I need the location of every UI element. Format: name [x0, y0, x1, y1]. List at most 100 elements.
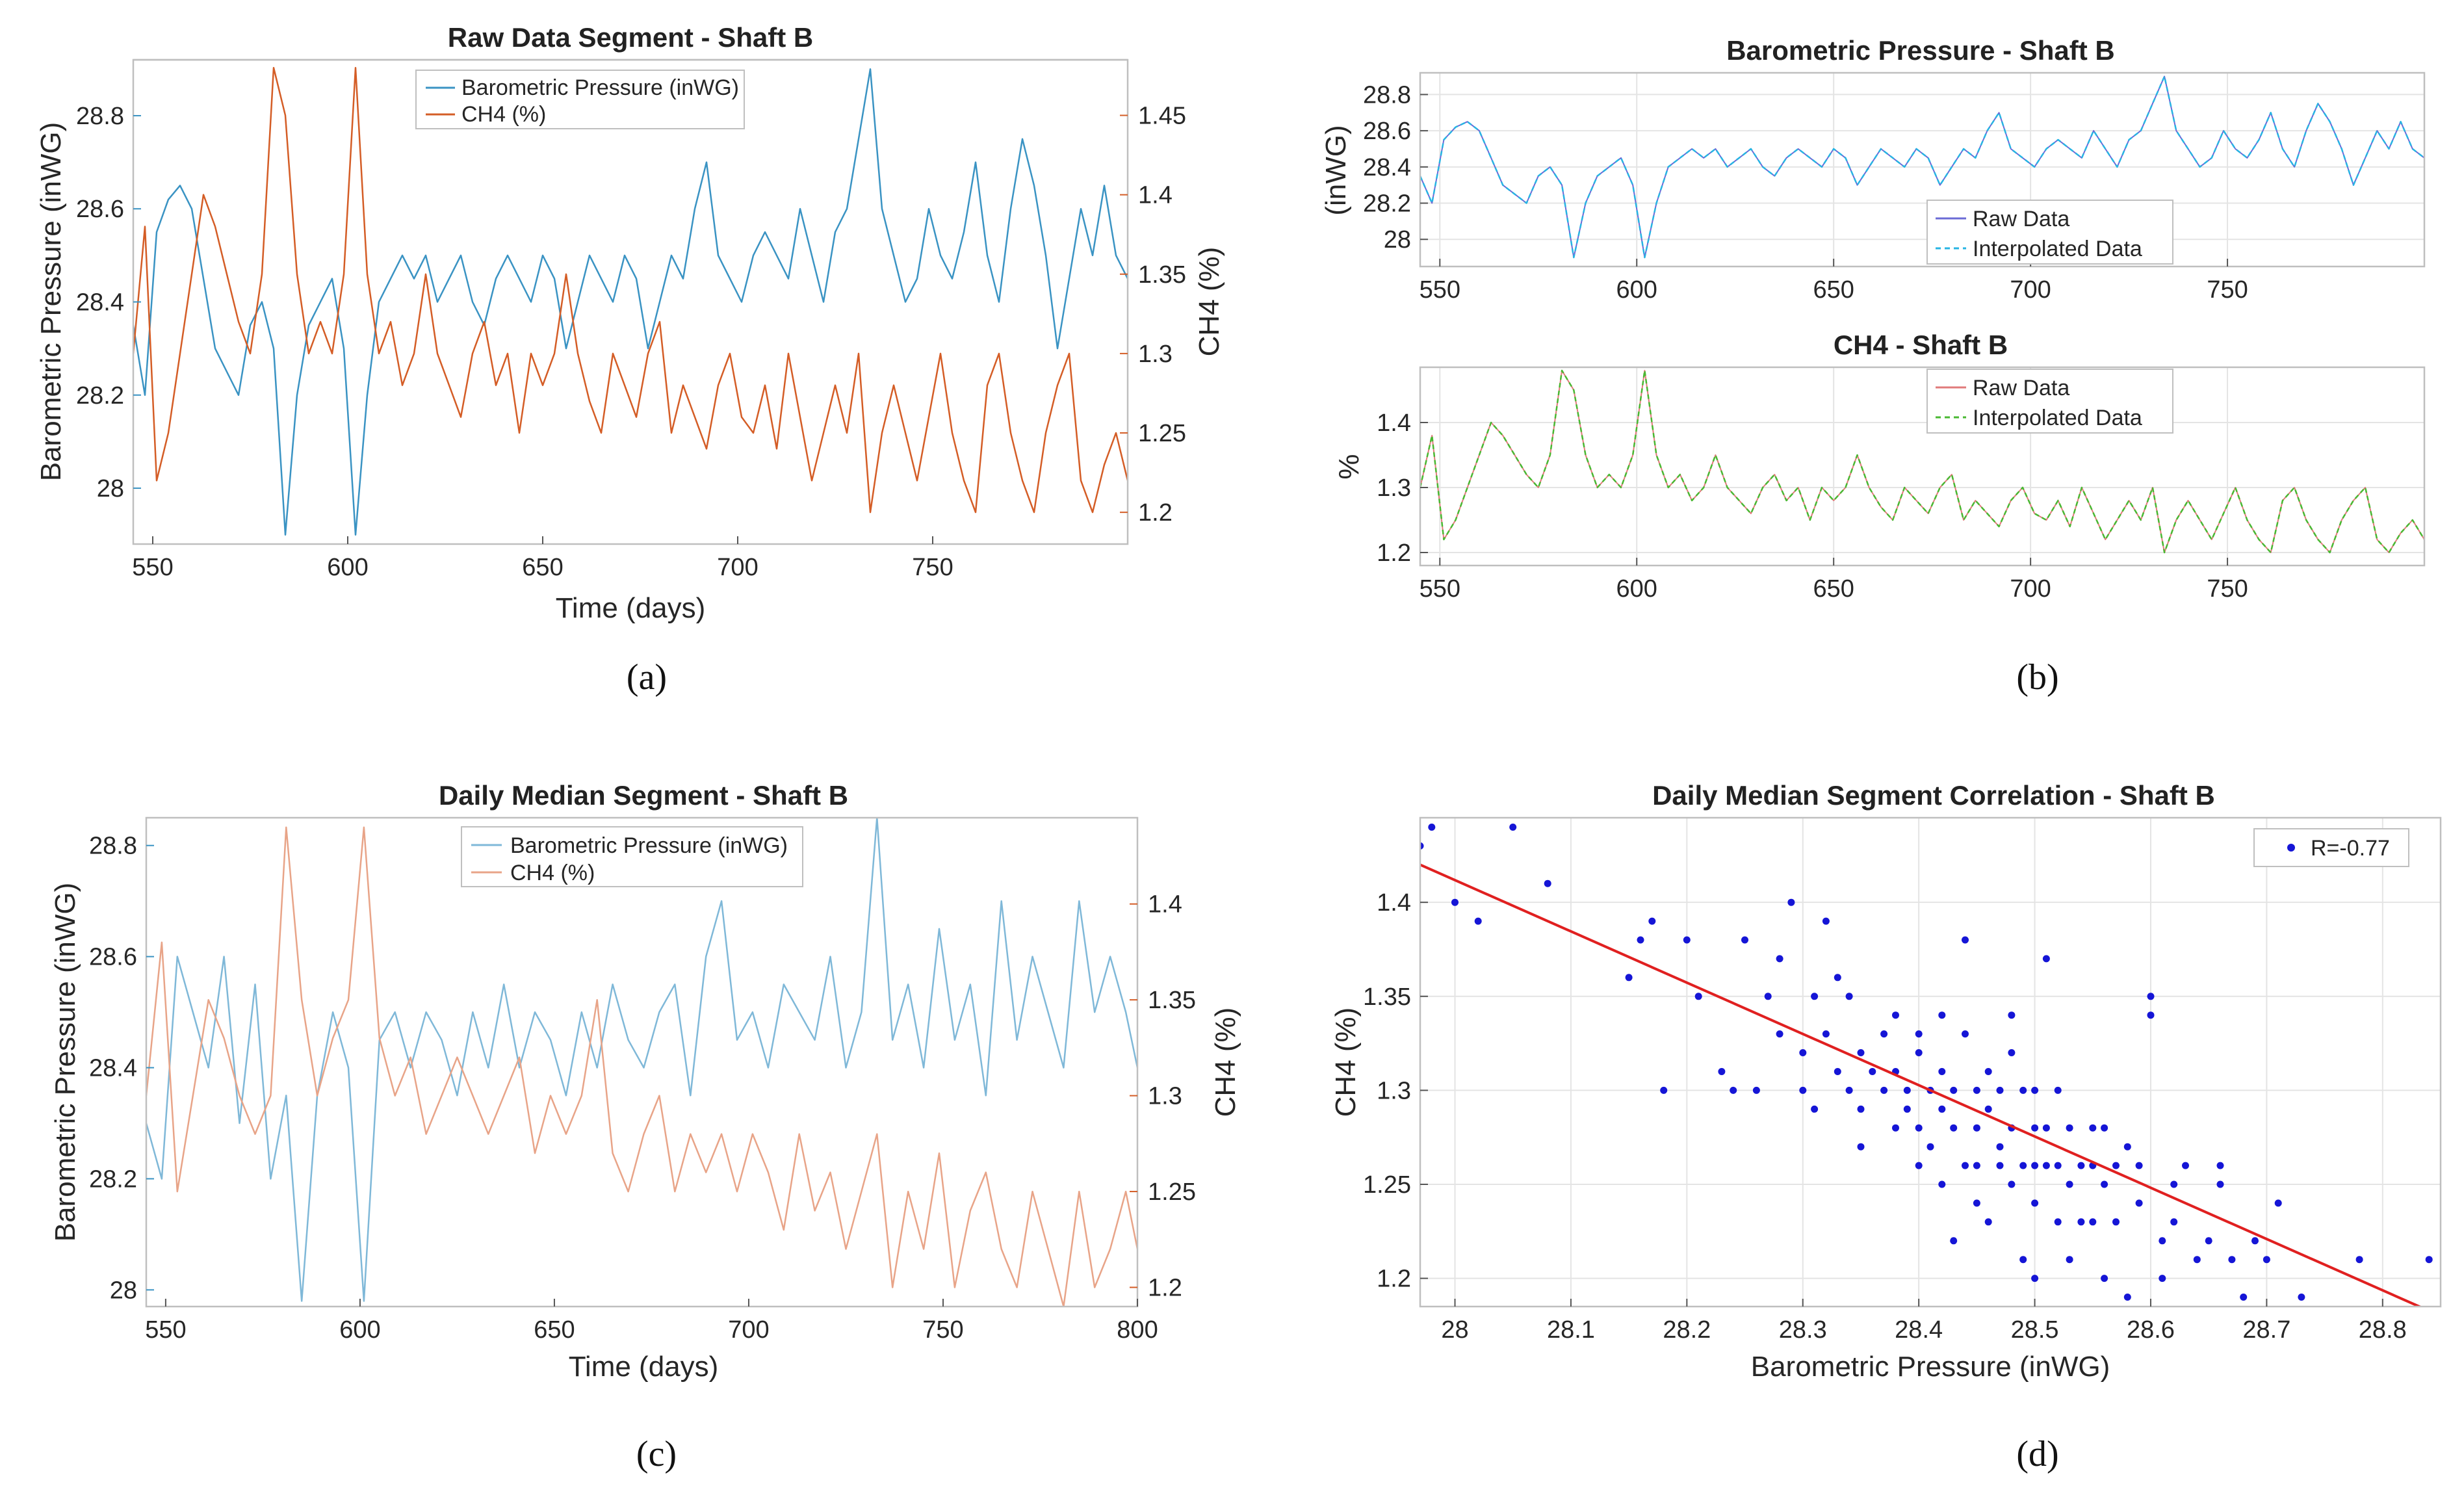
- panel-d-scatter-point: [1973, 1162, 1980, 1169]
- panel-b-top-ytick-label: 28.2: [1363, 190, 1411, 218]
- panel-c-xtick-label: 700: [728, 1316, 769, 1344]
- panel-b-top-ytick-label: 28.4: [1363, 154, 1411, 181]
- panel-d-scatter-point: [2054, 1162, 2062, 1169]
- panel-d-ytick-label: 1.25: [1363, 1171, 1411, 1199]
- panel-d-scatter-point: [2216, 1180, 2224, 1188]
- panel-c-left-ytick-label: 28: [110, 1277, 137, 1304]
- panel-a-right-ytick-label: 1.45: [1138, 102, 1186, 129]
- panel-b-bottom-xtick-label: 600: [1616, 575, 1657, 603]
- panel-d-scatter-point: [2123, 1143, 2131, 1151]
- panel-c-legend-pressure: Barometric Pressure (inWG): [510, 833, 788, 858]
- panel-c-xtick-label: 650: [534, 1316, 575, 1344]
- panel-b-top-x-ticks: 550 600 650 700 750: [1420, 259, 2248, 304]
- panel-a-title: Raw Data Segment - Shaft B: [448, 22, 813, 53]
- panel-d-scatter-point: [1973, 1124, 1980, 1132]
- panel-d-scatter-point: [2042, 955, 2050, 963]
- panel-b-bottom-xtick-label: 650: [1813, 575, 1854, 603]
- panel-d-scatter-point: [2123, 1294, 2131, 1301]
- panel-c-right-ytick-label: 1.2: [1148, 1275, 1182, 1302]
- panel-b-bottom-xtick-label: 550: [1420, 575, 1460, 603]
- panel-a-right-ytick-label: 1.35: [1138, 261, 1186, 289]
- panel-d-plot-area: [1420, 818, 2441, 1307]
- panel-b-top-legend-raw: Raw Data: [1973, 207, 2069, 231]
- panel-d-scatter-point: [1962, 1162, 1969, 1169]
- panel-d-scatter-point: [2112, 1162, 2120, 1169]
- panel-a-left-ytick-label: 28.4: [76, 289, 124, 317]
- panel-d-scatter-point: [2193, 1256, 2201, 1264]
- panel-d-xtick-label: 28.4: [1895, 1316, 1943, 1344]
- panel-d-scatter-point: [1764, 993, 1772, 1000]
- panel-d-scatter-point: [1903, 1105, 1911, 1113]
- panel-a-xtick-label: 650: [522, 554, 563, 581]
- panel-d-scatter-point: [2228, 1256, 2236, 1264]
- panel-c-right-ytick-label: 1.4: [1148, 891, 1182, 918]
- panel-b-top-xtick-label: 650: [1813, 276, 1854, 304]
- panel-d-x-ticks: 28 28.1 28.2 28.3 28.4 28.5 28.6 28.7 28.8: [1441, 1299, 2407, 1344]
- panel-c-caption: (c): [636, 1434, 677, 1474]
- panel-d-scatter-point: [2159, 1237, 2166, 1245]
- panel-d-scatter-point: [2101, 1180, 2108, 1188]
- panel-a-frame: [132, 59, 1129, 545]
- panel-c-xtick-label: 750: [922, 1316, 963, 1344]
- panel-d-ytick-label: 1.2: [1377, 1266, 1411, 1293]
- panel-d-scatter-point: [2066, 1180, 2073, 1188]
- panel-b-caption: (b): [2016, 657, 2058, 697]
- panel-d-scatter-point: [1915, 1124, 1923, 1132]
- panel-d-ytick-label: 1.3: [1377, 1077, 1411, 1104]
- panel-d-scatter-point: [2042, 1124, 2050, 1132]
- panel-d-xtick-label: 28.8: [2359, 1316, 2407, 1344]
- panel-b-top-ytick-label: 28.6: [1363, 118, 1411, 145]
- panel-d-scatter-point: [1903, 1086, 1911, 1094]
- panel-d-scatter-point: [1799, 1049, 1807, 1056]
- panel-d-scatter-point: [1938, 1105, 1946, 1113]
- panel-d-scatter-point: [2112, 1218, 2120, 1226]
- panel-d-scatter-point: [2031, 1275, 2039, 1282]
- panel-d-xtick-label: 28.6: [2127, 1316, 2175, 1344]
- panel-d-scatter-point: [2274, 1199, 2282, 1207]
- panel-d-scatter-point: [2077, 1162, 2085, 1169]
- panel-d-caption: (d): [2016, 1434, 2058, 1474]
- panel-d-scatter-point: [1996, 1086, 2004, 1094]
- panel-d-legend: R=-0.77: [2253, 828, 2409, 867]
- panel-d-xtick-label: 28.2: [1663, 1316, 1711, 1344]
- panel-c-left-ytick-label: 28.6: [89, 944, 137, 971]
- panel-d-scatter-point: [2147, 1011, 2155, 1019]
- panel-a-raw-data-segment: Raw Data Segment - Shaft B 550 600 650 700 7…: [35, 22, 1225, 697]
- panel-d-scatter-point: [2077, 1218, 2085, 1226]
- panel-d-scatter-point: [1660, 1086, 1668, 1094]
- panel-d-scatter-point: [1984, 1068, 1992, 1075]
- panel-c-xtick-label: 800: [1117, 1316, 1158, 1344]
- panel-d-scatter-point: [1822, 917, 1830, 925]
- panel-d-scatter-point: [1984, 1105, 1992, 1113]
- panel-d-scatter-point: [2170, 1180, 2178, 1188]
- panel-a-xtick-label: 600: [327, 554, 368, 581]
- panel-d-scatter-point: [1776, 1030, 1783, 1038]
- panel-b-top-xtick-label: 600: [1616, 276, 1657, 304]
- panel-d-scatter-point: [2216, 1162, 2224, 1169]
- panel-d-scatter-point: [2008, 1180, 2016, 1188]
- panel-d-xlabel: Barometric Pressure (inWG): [1751, 1351, 2110, 1383]
- panel-d-frame: [1419, 816, 2442, 1308]
- panel-c-plot-area: [146, 818, 1137, 1307]
- panel-b-bottom-legend: Raw Data Interpolated Data: [1926, 369, 2173, 434]
- panel-a-left-ytick-label: 28.6: [76, 196, 124, 223]
- panel-d-scatter-point: [1880, 1030, 1888, 1038]
- panel-d-scatter-point: [1637, 936, 1644, 944]
- panel-d-scatter-point: [1857, 1143, 1865, 1151]
- panel-b-bottom-ytick-label: 1.4: [1377, 410, 1411, 437]
- panel-d-scatter-point: [1474, 917, 1482, 925]
- panel-c-xtick-label: 550: [145, 1316, 186, 1344]
- panel-d-scatter-point: [1625, 974, 1633, 982]
- panel-d-scatter-point: [1834, 974, 1841, 982]
- panel-d-scatter-point: [1857, 1105, 1865, 1113]
- panel-d-scatter-point: [1915, 1049, 1923, 1056]
- panel-d-scatter-point: [2240, 1294, 2248, 1301]
- panel-d-scatter-point: [2298, 1294, 2305, 1301]
- panel-d-scatter-point: [2205, 1237, 2212, 1245]
- panel-d-xtick-label: 28.5: [2011, 1316, 2059, 1344]
- panel-c-left-ytick-label: 28.8: [89, 833, 137, 860]
- panel-d-scatter-point: [2251, 1237, 2259, 1245]
- panel-b-top-xtick-label: 750: [2207, 276, 2248, 304]
- panel-d-scatter-point: [1752, 1086, 1760, 1094]
- panel-c-x-ticks: 550 600 650 700 750 800: [145, 1299, 1158, 1344]
